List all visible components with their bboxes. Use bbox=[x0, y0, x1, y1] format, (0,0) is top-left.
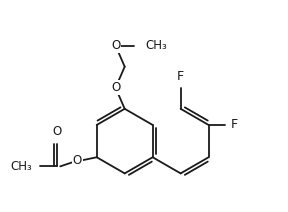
Text: CH₃: CH₃ bbox=[10, 160, 32, 173]
Text: O: O bbox=[53, 125, 62, 138]
Text: O: O bbox=[111, 81, 120, 94]
Text: O: O bbox=[73, 154, 82, 167]
Text: F: F bbox=[231, 119, 238, 131]
Text: CH₃: CH₃ bbox=[145, 39, 167, 52]
Text: O: O bbox=[111, 39, 120, 52]
Text: F: F bbox=[177, 70, 184, 83]
